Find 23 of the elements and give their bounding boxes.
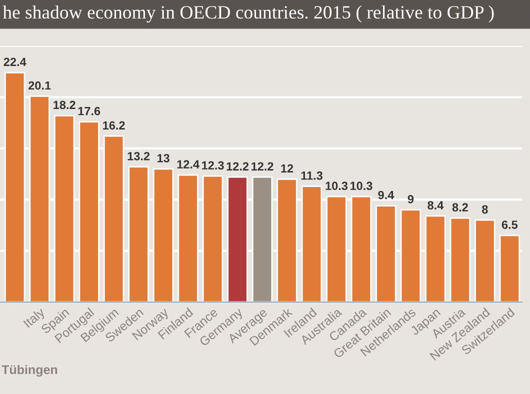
data-label: 12.2 (252, 162, 274, 170)
data-label: 16.2 (103, 121, 125, 130)
data-label: 8 (482, 205, 488, 214)
data-label: 10.3 (326, 182, 348, 190)
data-label: 12.3 (202, 161, 224, 170)
data-label: 13.2 (128, 152, 150, 160)
data-label: 9 (408, 194, 414, 204)
data-label: 13 (157, 154, 170, 162)
data-label: 6.5 (502, 220, 518, 229)
data-label: 12.4 (177, 160, 200, 168)
data-label: 20.1 (28, 81, 51, 90)
data-label: 8.2 (452, 203, 468, 212)
data-label: 8.4 (428, 201, 444, 210)
data-label: 12.2 (226, 162, 249, 170)
data-label: 11.3 (301, 171, 322, 180)
data-label: 10.3 (350, 182, 372, 190)
chart-title: he shadow economy in OECD countries. 2015 ( relative to GDP ) (2, 5, 494, 23)
data-label: 18.2 (54, 100, 76, 110)
data-label: 9.4 (378, 190, 394, 200)
data-label: 17.6 (78, 106, 100, 116)
data-label: 12 (281, 164, 294, 173)
data-label: 22.4 (4, 58, 26, 66)
text: Tübingen (2, 364, 58, 377)
